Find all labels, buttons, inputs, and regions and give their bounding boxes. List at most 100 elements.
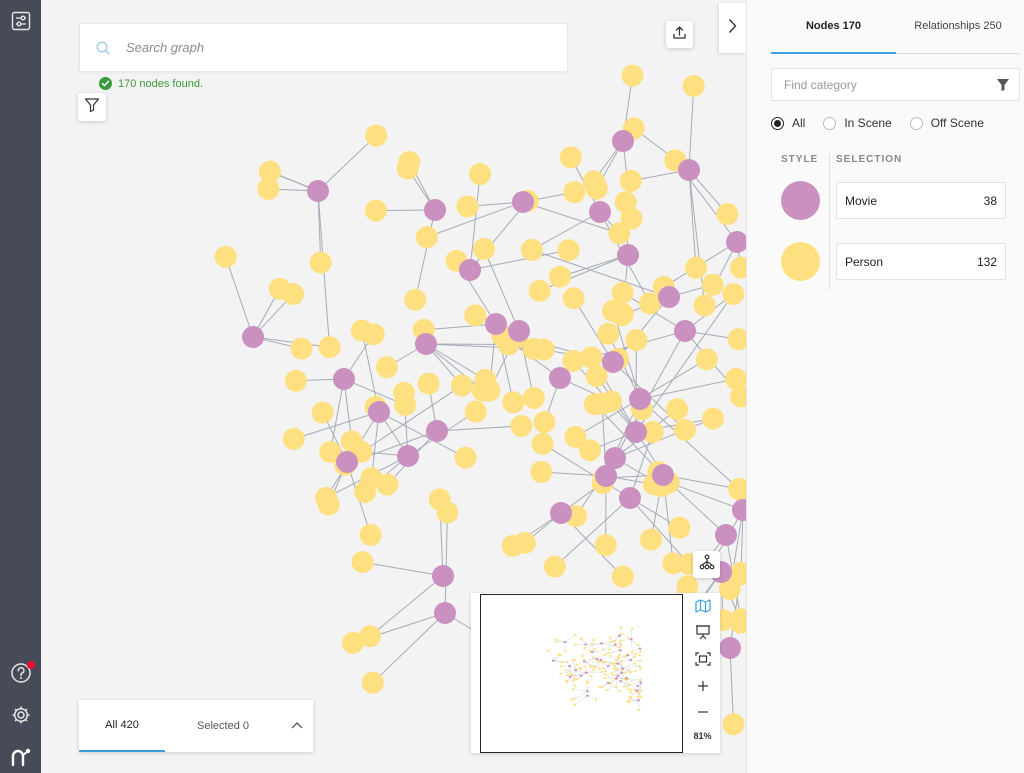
minimap-movie-node[interactable] (614, 677, 618, 680)
minimap-person-node[interactable] (613, 668, 616, 671)
minimap-movie-node[interactable] (629, 638, 633, 641)
person-node[interactable] (318, 336, 341, 359)
person-node[interactable] (564, 425, 587, 448)
person-node[interactable] (668, 516, 691, 539)
person-node[interactable] (450, 374, 473, 397)
person-node[interactable] (621, 64, 644, 87)
person-node[interactable] (350, 319, 373, 342)
movie-node[interactable] (678, 159, 700, 181)
minimap-person-node[interactable] (636, 643, 640, 646)
minimap-person-node[interactable] (571, 674, 575, 677)
minimap-person-node[interactable] (609, 662, 613, 665)
minimap-person-node[interactable] (575, 678, 579, 681)
person-node[interactable] (582, 170, 605, 193)
minimap-movie-node[interactable] (616, 662, 620, 665)
minimap-person-node[interactable] (598, 686, 602, 689)
toggle-map-button[interactable] (685, 595, 720, 619)
movie-node[interactable] (617, 244, 639, 266)
minimap-person-node[interactable] (579, 637, 583, 640)
minimap-person-node[interactable] (609, 682, 613, 685)
minimap-person-node[interactable] (628, 697, 632, 700)
person-node[interactable] (464, 304, 487, 327)
person-node[interactable] (257, 178, 280, 201)
minimap-movie-node[interactable] (639, 681, 643, 684)
movie-node[interactable] (459, 259, 481, 281)
minimap-person-node[interactable] (579, 668, 582, 671)
person-node[interactable] (510, 414, 533, 437)
minimap-movie-node[interactable] (568, 675, 572, 678)
minimap-person-node[interactable] (606, 651, 610, 654)
movie-node[interactable] (602, 351, 624, 373)
minimap-movie-node[interactable] (551, 659, 555, 662)
minimap-movie-node[interactable] (606, 664, 610, 667)
graph-canvas[interactable]: 170 nodes found. All 420 Selected 0 (41, 0, 746, 773)
person-node[interactable] (454, 446, 477, 469)
person-style-swatch[interactable] (781, 242, 820, 281)
minimap-person-node[interactable] (571, 679, 575, 682)
movie-node[interactable] (550, 502, 572, 524)
person-node[interactable] (398, 150, 421, 173)
movie-node[interactable] (434, 602, 456, 624)
person-node[interactable] (602, 299, 625, 322)
minimap-person-node[interactable] (627, 668, 631, 671)
minimap-person-node[interactable] (573, 643, 577, 646)
minimap-person-node[interactable] (585, 680, 589, 683)
minimap-person-node[interactable] (637, 708, 641, 712)
person-node[interactable] (563, 181, 586, 204)
person-node[interactable] (522, 337, 545, 360)
person-node[interactable] (608, 222, 631, 245)
tab-nodes[interactable]: Nodes 170 (771, 14, 896, 54)
movie-node[interactable] (726, 231, 746, 253)
minimap-person-node[interactable] (639, 689, 642, 692)
graph-visualization[interactable] (41, 0, 746, 773)
minimap-person-node[interactable] (593, 666, 596, 669)
person-node[interactable] (359, 523, 382, 546)
minimap-person-node[interactable] (637, 691, 640, 694)
person-node[interactable] (727, 328, 746, 351)
minimap-person-node[interactable] (556, 653, 560, 656)
person-node[interactable] (319, 441, 342, 464)
minimap-movie-node[interactable] (629, 658, 632, 661)
minimap-movie-node[interactable] (574, 669, 578, 672)
movie-node[interactable] (595, 465, 617, 487)
minimap-person-node[interactable] (626, 688, 630, 691)
tab-selected[interactable]: Selected 0 (197, 720, 249, 732)
person-node[interactable] (701, 273, 724, 296)
minimap-person-node[interactable] (560, 661, 564, 664)
minimap-person-node[interactable] (634, 669, 637, 673)
person-node[interactable] (290, 337, 313, 360)
movie-node[interactable] (612, 130, 634, 152)
person-node[interactable] (676, 575, 699, 598)
person-node[interactable] (268, 277, 291, 300)
minimap-person-node[interactable] (629, 671, 632, 674)
movie-node[interactable] (333, 368, 355, 390)
person-node[interactable] (533, 411, 556, 434)
minimap-person-node[interactable] (618, 642, 622, 645)
minimap-movie-node[interactable] (584, 643, 588, 646)
minimap-person-node[interactable] (605, 688, 609, 691)
minimap-person-node[interactable] (625, 700, 629, 703)
minimap-movie-node[interactable] (600, 642, 604, 645)
minimap-person-node[interactable] (580, 654, 584, 657)
movie-node[interactable] (629, 388, 651, 410)
minimap-person-node[interactable] (619, 644, 623, 647)
person-node[interactable] (341, 631, 364, 654)
minimap-movie-node[interactable] (590, 651, 594, 654)
minimap-person-node[interactable] (603, 670, 607, 673)
person-node[interactable] (464, 400, 487, 423)
minimap-person-node[interactable] (638, 659, 642, 662)
minimap-person-node[interactable] (619, 632, 623, 636)
presentation-mode-button[interactable] (685, 621, 720, 645)
minimap-movie-node[interactable] (579, 674, 583, 677)
person-node[interactable] (730, 561, 746, 584)
person-node[interactable] (585, 365, 608, 388)
person-node[interactable] (364, 199, 387, 222)
person-node[interactable] (472, 379, 495, 402)
help-button[interactable] (0, 655, 41, 691)
person-node[interactable] (365, 124, 388, 147)
expand-tabs-button[interactable] (281, 700, 313, 752)
minimap-person-node[interactable] (583, 646, 586, 649)
person-node[interactable] (638, 292, 661, 315)
person-node[interactable] (562, 287, 585, 310)
person-node[interactable] (559, 146, 582, 169)
